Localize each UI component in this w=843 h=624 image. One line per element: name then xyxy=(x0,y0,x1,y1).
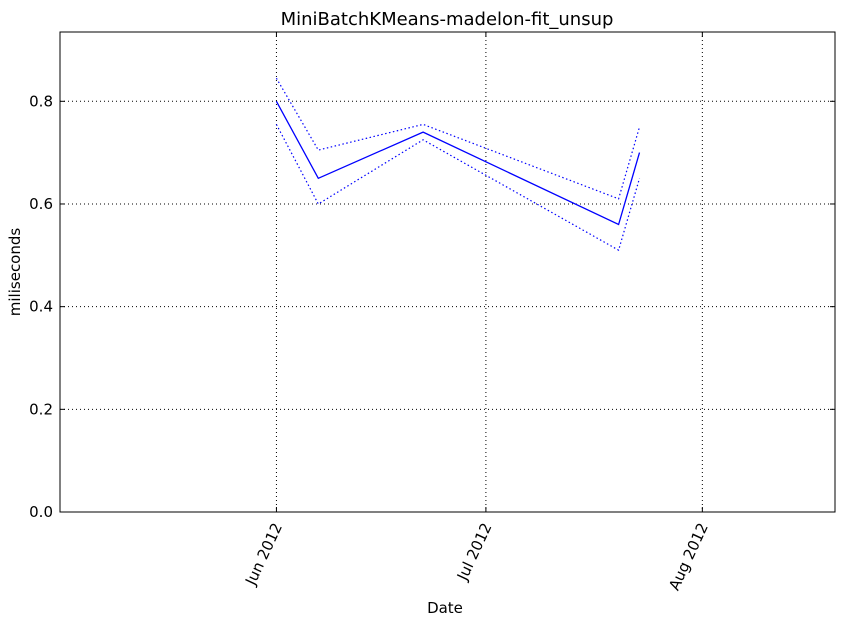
y-tick-label: 0.2 xyxy=(29,400,53,418)
x-tick-label: Jun 2012 xyxy=(241,520,286,589)
x-axis-title: Date xyxy=(427,599,463,617)
chart-title: MiniBatchKMeans-madelon-fit_unsup xyxy=(281,9,614,30)
y-tick-label: 0.4 xyxy=(29,298,53,316)
grid xyxy=(60,32,835,512)
y-tick-label: 0.8 xyxy=(29,92,53,110)
y-tick-label: 0.0 xyxy=(29,503,53,521)
series-line-mean xyxy=(275,100,641,226)
ticks xyxy=(60,32,835,513)
x-tick-label: Jul 2012 xyxy=(453,520,496,584)
y-axis-title: miliseconds xyxy=(6,228,24,317)
y-tick-label: 0.6 xyxy=(29,195,53,213)
plot-background xyxy=(60,32,835,512)
series-line-lower xyxy=(275,124,641,252)
x-tick-label: Aug 2012 xyxy=(665,520,712,593)
series-group xyxy=(275,77,641,252)
plot-frame xyxy=(59,31,836,513)
series-line-upper xyxy=(275,77,641,200)
